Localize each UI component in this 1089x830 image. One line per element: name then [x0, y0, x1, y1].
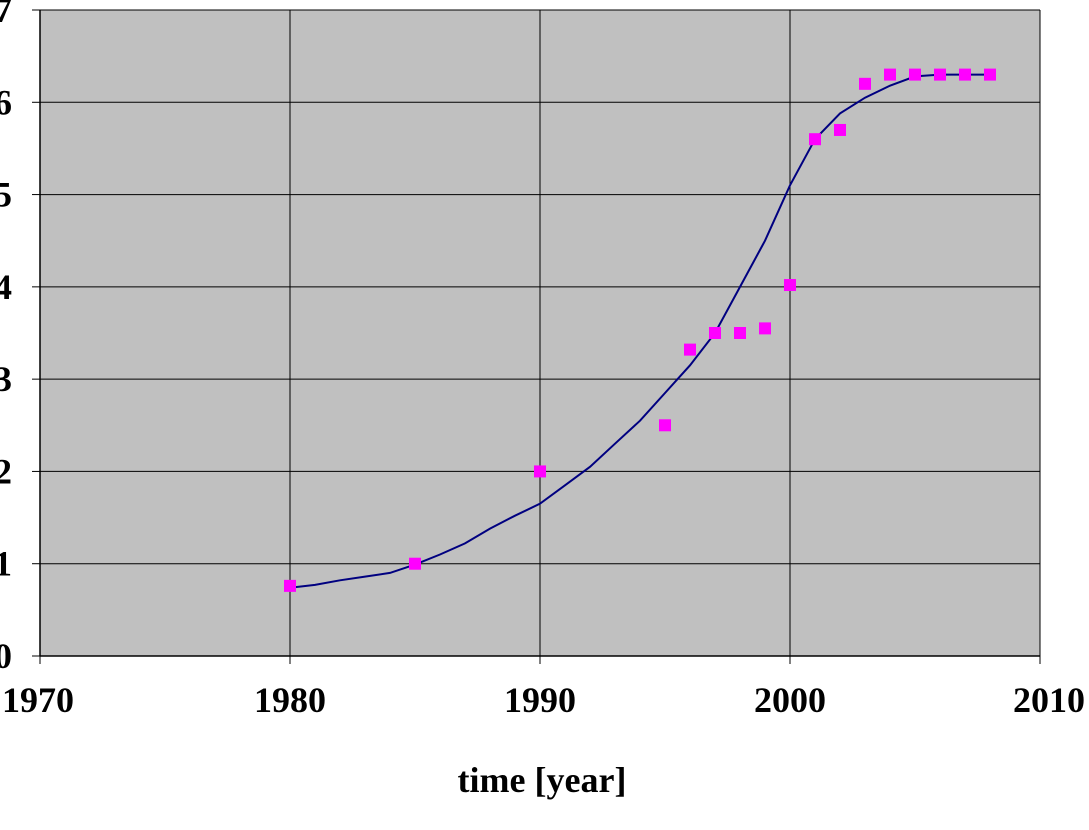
y-tick-label: 2: [0, 451, 12, 491]
data-point-marker: [684, 343, 696, 356]
axes: [32, 9, 1041, 664]
data-point-marker: [534, 465, 546, 478]
data-point-marker: [809, 133, 821, 146]
data-point-marker: [959, 68, 971, 81]
series-layer: [284, 68, 996, 592]
fit-curve-line: [289, 73, 990, 589]
x-tick-label: 1970: [2, 680, 74, 720]
x-axis-title: time [year]: [458, 760, 627, 800]
data-point-marker: [884, 68, 896, 81]
data-point-marker: [659, 419, 671, 432]
data-point-marker: [834, 123, 846, 136]
y-tick-label: 4: [0, 267, 12, 307]
data-point-marker: [284, 579, 296, 592]
y-tick-label: 1: [0, 544, 12, 584]
data-point-marker: [934, 68, 946, 81]
y-tick-label: 7: [0, 0, 12, 30]
y-tick-label: 0: [0, 636, 12, 676]
y-tick-label: 5: [0, 175, 12, 215]
x-tick-label: 2010: [1013, 680, 1085, 720]
y-tick-label: 6: [0, 82, 12, 122]
tick-labels: 0 1 2 3 4 5 6 7 1970 1980 1990 2000 2010: [0, 0, 1085, 720]
y-tick-label: 3: [0, 359, 12, 399]
x-tick-label: 1990: [504, 680, 576, 720]
data-point-marker: [909, 68, 921, 81]
x-tick-label: 1980: [254, 680, 326, 720]
data-point-marker: [759, 322, 771, 335]
data-point-marker: [709, 327, 721, 339]
data-point-marker: [784, 279, 796, 292]
data-point-marker: [734, 327, 746, 339]
data-point-marker: [859, 77, 871, 90]
x-tick-label: 2000: [754, 680, 826, 720]
data-point-marker: [984, 68, 996, 81]
data-point-marker: [409, 557, 421, 570]
